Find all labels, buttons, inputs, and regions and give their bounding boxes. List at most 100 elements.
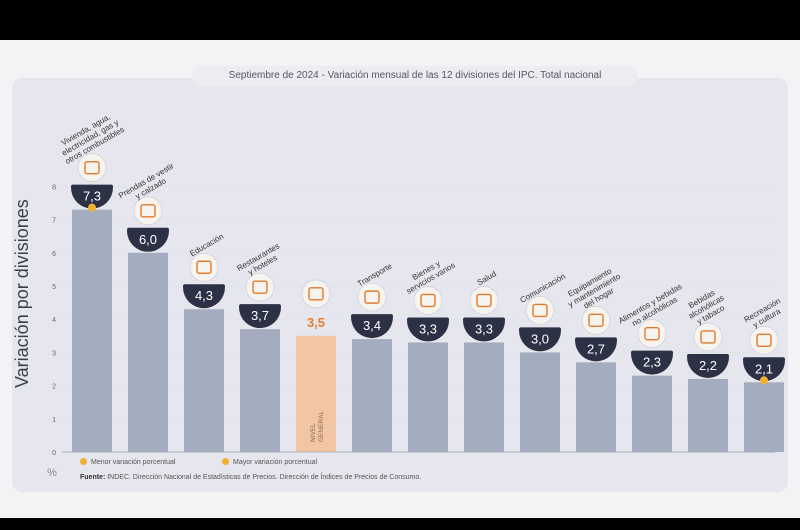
phone-icon bbox=[525, 295, 555, 325]
value-badge-rim bbox=[351, 314, 393, 319]
data-label: 6,0 bbox=[139, 232, 157, 247]
value-badge-rim bbox=[463, 317, 505, 322]
basket-icon-shape bbox=[308, 287, 324, 301]
y-tick-label: 5 bbox=[52, 284, 56, 291]
pencil-tools-icon-shape bbox=[420, 293, 436, 308]
data-label: 7,3 bbox=[83, 189, 101, 204]
min-marker bbox=[760, 376, 768, 385]
food-icon bbox=[637, 319, 667, 349]
bar bbox=[184, 309, 224, 452]
bar-inner-label-line: NIVEL bbox=[310, 423, 317, 442]
utensils-icon-shape bbox=[252, 280, 268, 294]
chart-title-main: Variación mensual de las 12 divisiones d… bbox=[327, 70, 602, 81]
y-tick-label: 6 bbox=[52, 251, 56, 258]
house-tools-icon bbox=[77, 153, 107, 183]
data-label: 3,3 bbox=[419, 321, 437, 336]
bar bbox=[576, 362, 616, 452]
source-label: Fuente: bbox=[80, 474, 106, 481]
y-tick-label: 4 bbox=[52, 317, 56, 324]
bar-inner-label-line: GENERAL bbox=[318, 411, 325, 442]
data-label: 2,2 bbox=[699, 358, 717, 373]
value-badge bbox=[687, 356, 729, 378]
bar bbox=[520, 352, 560, 452]
y-tick-label: 7 bbox=[52, 218, 56, 225]
value-badge-rim bbox=[127, 227, 169, 232]
value-badge-rim bbox=[183, 284, 225, 289]
legend-max-dot bbox=[222, 458, 229, 465]
source-text: INDEC. Dirección Nacional de Estadística… bbox=[105, 474, 422, 481]
data-label: 2,1 bbox=[755, 361, 773, 376]
furniture-icon-shape bbox=[588, 313, 604, 328]
value-badge bbox=[631, 353, 673, 375]
bar bbox=[72, 209, 112, 452]
value-badge-rim bbox=[687, 353, 729, 358]
car-icon-shape bbox=[364, 290, 380, 304]
bar bbox=[240, 329, 280, 452]
umbrella-icon-shape bbox=[756, 333, 772, 347]
drink-icon bbox=[693, 322, 723, 352]
max-marker bbox=[88, 203, 96, 212]
first-aid-icon-shape bbox=[476, 293, 492, 308]
value-badge bbox=[463, 320, 505, 342]
value-badge-rim bbox=[239, 304, 281, 309]
value-badge-rim bbox=[743, 357, 785, 362]
pencil-tools-icon bbox=[413, 286, 443, 315]
data-label: 3,3 bbox=[475, 321, 493, 336]
value-badge bbox=[575, 340, 617, 362]
legend-max: Mayor variación porcentual bbox=[222, 458, 317, 466]
legend-max-label: Mayor variación porcentual bbox=[233, 459, 318, 466]
value-badge bbox=[183, 287, 225, 309]
bottom-black-bar bbox=[0, 518, 800, 530]
y-tick-label: 8 bbox=[52, 184, 56, 191]
value-badge bbox=[351, 317, 393, 339]
chart-title-prefix: Septiembre de 2024 - bbox=[228, 70, 328, 81]
value-badge-rim bbox=[407, 317, 449, 322]
book-icon bbox=[189, 252, 219, 282]
value-badge bbox=[239, 307, 281, 329]
category-label-line: Salud bbox=[476, 269, 498, 287]
bar bbox=[464, 342, 504, 452]
data-label: 3,0 bbox=[531, 331, 549, 346]
y-tick-label: 1 bbox=[52, 417, 56, 424]
data-label: 2,7 bbox=[587, 341, 605, 356]
value-badge bbox=[743, 360, 785, 382]
category-label: Salud bbox=[476, 269, 498, 287]
y-tick-label: 3 bbox=[52, 350, 56, 357]
bar bbox=[352, 339, 392, 452]
bar bbox=[128, 252, 168, 452]
data-label: 3,5 bbox=[307, 315, 325, 330]
value-badge bbox=[407, 320, 449, 342]
house-tools-icon-shape bbox=[84, 160, 100, 175]
value-badge bbox=[519, 330, 561, 352]
data-label: 2,3 bbox=[643, 355, 661, 370]
shirt-icon bbox=[133, 196, 163, 226]
furniture-icon bbox=[581, 305, 611, 335]
value-badge bbox=[71, 187, 113, 209]
food-icon-shape bbox=[644, 326, 660, 341]
first-aid-icon bbox=[469, 286, 499, 315]
drink-icon-shape bbox=[700, 330, 716, 344]
source-note: Fuente: INDEC. Dirección Nacional de Est… bbox=[80, 474, 421, 481]
bar bbox=[688, 378, 728, 452]
y-tick-label: 2 bbox=[52, 384, 56, 391]
car-icon bbox=[357, 282, 387, 312]
data-label: 3,7 bbox=[251, 308, 269, 323]
bar bbox=[408, 342, 448, 452]
chart-title: Septiembre de 2024 - Variación mensual d… bbox=[192, 66, 638, 86]
data-label: 3,4 bbox=[363, 318, 381, 333]
legend-min-label: Menor variación porcentual bbox=[91, 459, 176, 466]
value-badge-rim bbox=[519, 327, 561, 332]
shirt-icon-shape bbox=[140, 204, 156, 218]
phone-icon-shape bbox=[532, 303, 548, 318]
value-badge-rim bbox=[575, 337, 617, 342]
y-tick-label: 0 bbox=[52, 450, 56, 457]
utensils-icon bbox=[245, 272, 275, 302]
bar bbox=[296, 335, 336, 452]
umbrella-icon bbox=[749, 325, 779, 355]
bar bbox=[632, 375, 672, 452]
bar-inner-label: NIVEL GENERAL bbox=[310, 411, 325, 442]
y-unit-label: % bbox=[47, 467, 57, 479]
data-label: 4,3 bbox=[195, 288, 213, 303]
